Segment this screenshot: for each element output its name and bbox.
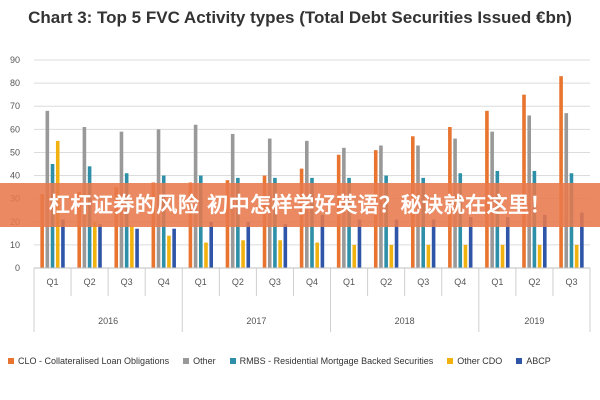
x-tick-label: Q4	[454, 277, 466, 287]
bar	[246, 221, 251, 268]
x-tick-label: Q3	[269, 277, 281, 287]
bar	[505, 217, 510, 268]
bar	[209, 221, 213, 268]
bar	[315, 242, 319, 268]
x-tick-label: Q1	[343, 277, 355, 287]
bar	[167, 235, 171, 268]
legend-item: Other	[183, 356, 216, 366]
x-tick-label: Q2	[528, 277, 540, 287]
x-tick-label: Q4	[158, 277, 170, 287]
legend-item: ABCP	[516, 356, 551, 366]
bar	[543, 214, 547, 268]
legend-item: Other CDO	[447, 356, 502, 366]
legend-label: ABCP	[526, 356, 551, 366]
legend-label: Other CDO	[457, 356, 503, 366]
legend-swatch	[8, 358, 14, 364]
y-tick-label: 70	[10, 101, 20, 111]
x-tick-label: Q1	[195, 277, 207, 287]
legend-label: CLO - Collateralised Loan Obligations	[18, 356, 170, 366]
x-tick-label: Q3	[417, 277, 429, 287]
bar	[389, 244, 394, 268]
bar	[130, 226, 134, 268]
bar	[574, 244, 579, 268]
legend-item: CLO - Collateralised Loan Obligations	[8, 356, 169, 366]
bar	[241, 240, 245, 268]
bar	[537, 244, 542, 268]
bar	[40, 194, 44, 268]
legend-swatch	[183, 358, 190, 364]
bar	[135, 228, 139, 268]
bar	[77, 191, 81, 268]
legend-label: RMBS - Residential Mortgage Backed Secur…	[239, 356, 434, 366]
y-tick-label: 40	[10, 171, 20, 181]
x-group-label: 2018	[395, 316, 415, 326]
x-group-label: 2017	[246, 316, 266, 326]
bar	[500, 244, 505, 268]
bar	[172, 228, 176, 268]
x-group-label: 2016	[98, 316, 118, 326]
bar	[463, 244, 468, 268]
legend-swatch	[229, 358, 236, 364]
bar	[320, 214, 325, 268]
bar	[93, 221, 97, 268]
y-tick-label: 60	[10, 124, 20, 134]
bar	[468, 217, 473, 268]
overlay-banner[interactable]: 杠杆证券的风险 初中怎样学好英语？秘诀就在这里！	[0, 183, 600, 227]
x-tick-label: Q4	[306, 277, 318, 287]
x-group-label: 2019	[524, 316, 544, 326]
legend-label: Other	[193, 356, 216, 366]
x-tick-label: Q3	[121, 277, 133, 287]
bar	[278, 240, 282, 268]
x-tick-label: Q2	[380, 277, 392, 287]
overlay-banner-text: 杠杆证券的风险 初中怎样学好英语？秘诀就在这里！	[48, 193, 552, 217]
legend-swatch	[516, 358, 523, 364]
x-tick-label: Q3	[565, 277, 577, 287]
bar	[283, 224, 288, 268]
bar	[98, 224, 102, 268]
bar	[394, 219, 399, 268]
y-tick-label: 80	[10, 78, 20, 88]
bar	[522, 94, 526, 269]
bar	[431, 219, 436, 268]
bar	[114, 187, 119, 268]
x-tick-label: Q1	[47, 277, 59, 287]
x-tick-label: Q1	[491, 277, 503, 287]
bar	[352, 244, 357, 268]
legend-item: RMBS - Residential Mortgage Backed Secur…	[229, 356, 434, 366]
y-tick-label: 90	[10, 55, 20, 65]
bar	[204, 242, 208, 268]
bar	[61, 219, 65, 268]
x-tick-label: Q2	[84, 277, 96, 287]
bar	[580, 212, 584, 268]
x-tick-label: Q2	[232, 277, 244, 287]
chart-title: Chart 3: Top 5 FVC Activity types (Total…	[28, 8, 572, 27]
bar	[559, 76, 563, 268]
bar	[426, 244, 431, 268]
chart-legend: CLO - Collateralised Loan Obligations Oth…	[8, 352, 598, 370]
y-tick-label: 0	[15, 263, 20, 273]
y-tick-label: 50	[10, 147, 20, 157]
legend-swatch	[447, 358, 454, 364]
bar	[357, 219, 362, 268]
y-tick-label: 10	[10, 240, 20, 250]
